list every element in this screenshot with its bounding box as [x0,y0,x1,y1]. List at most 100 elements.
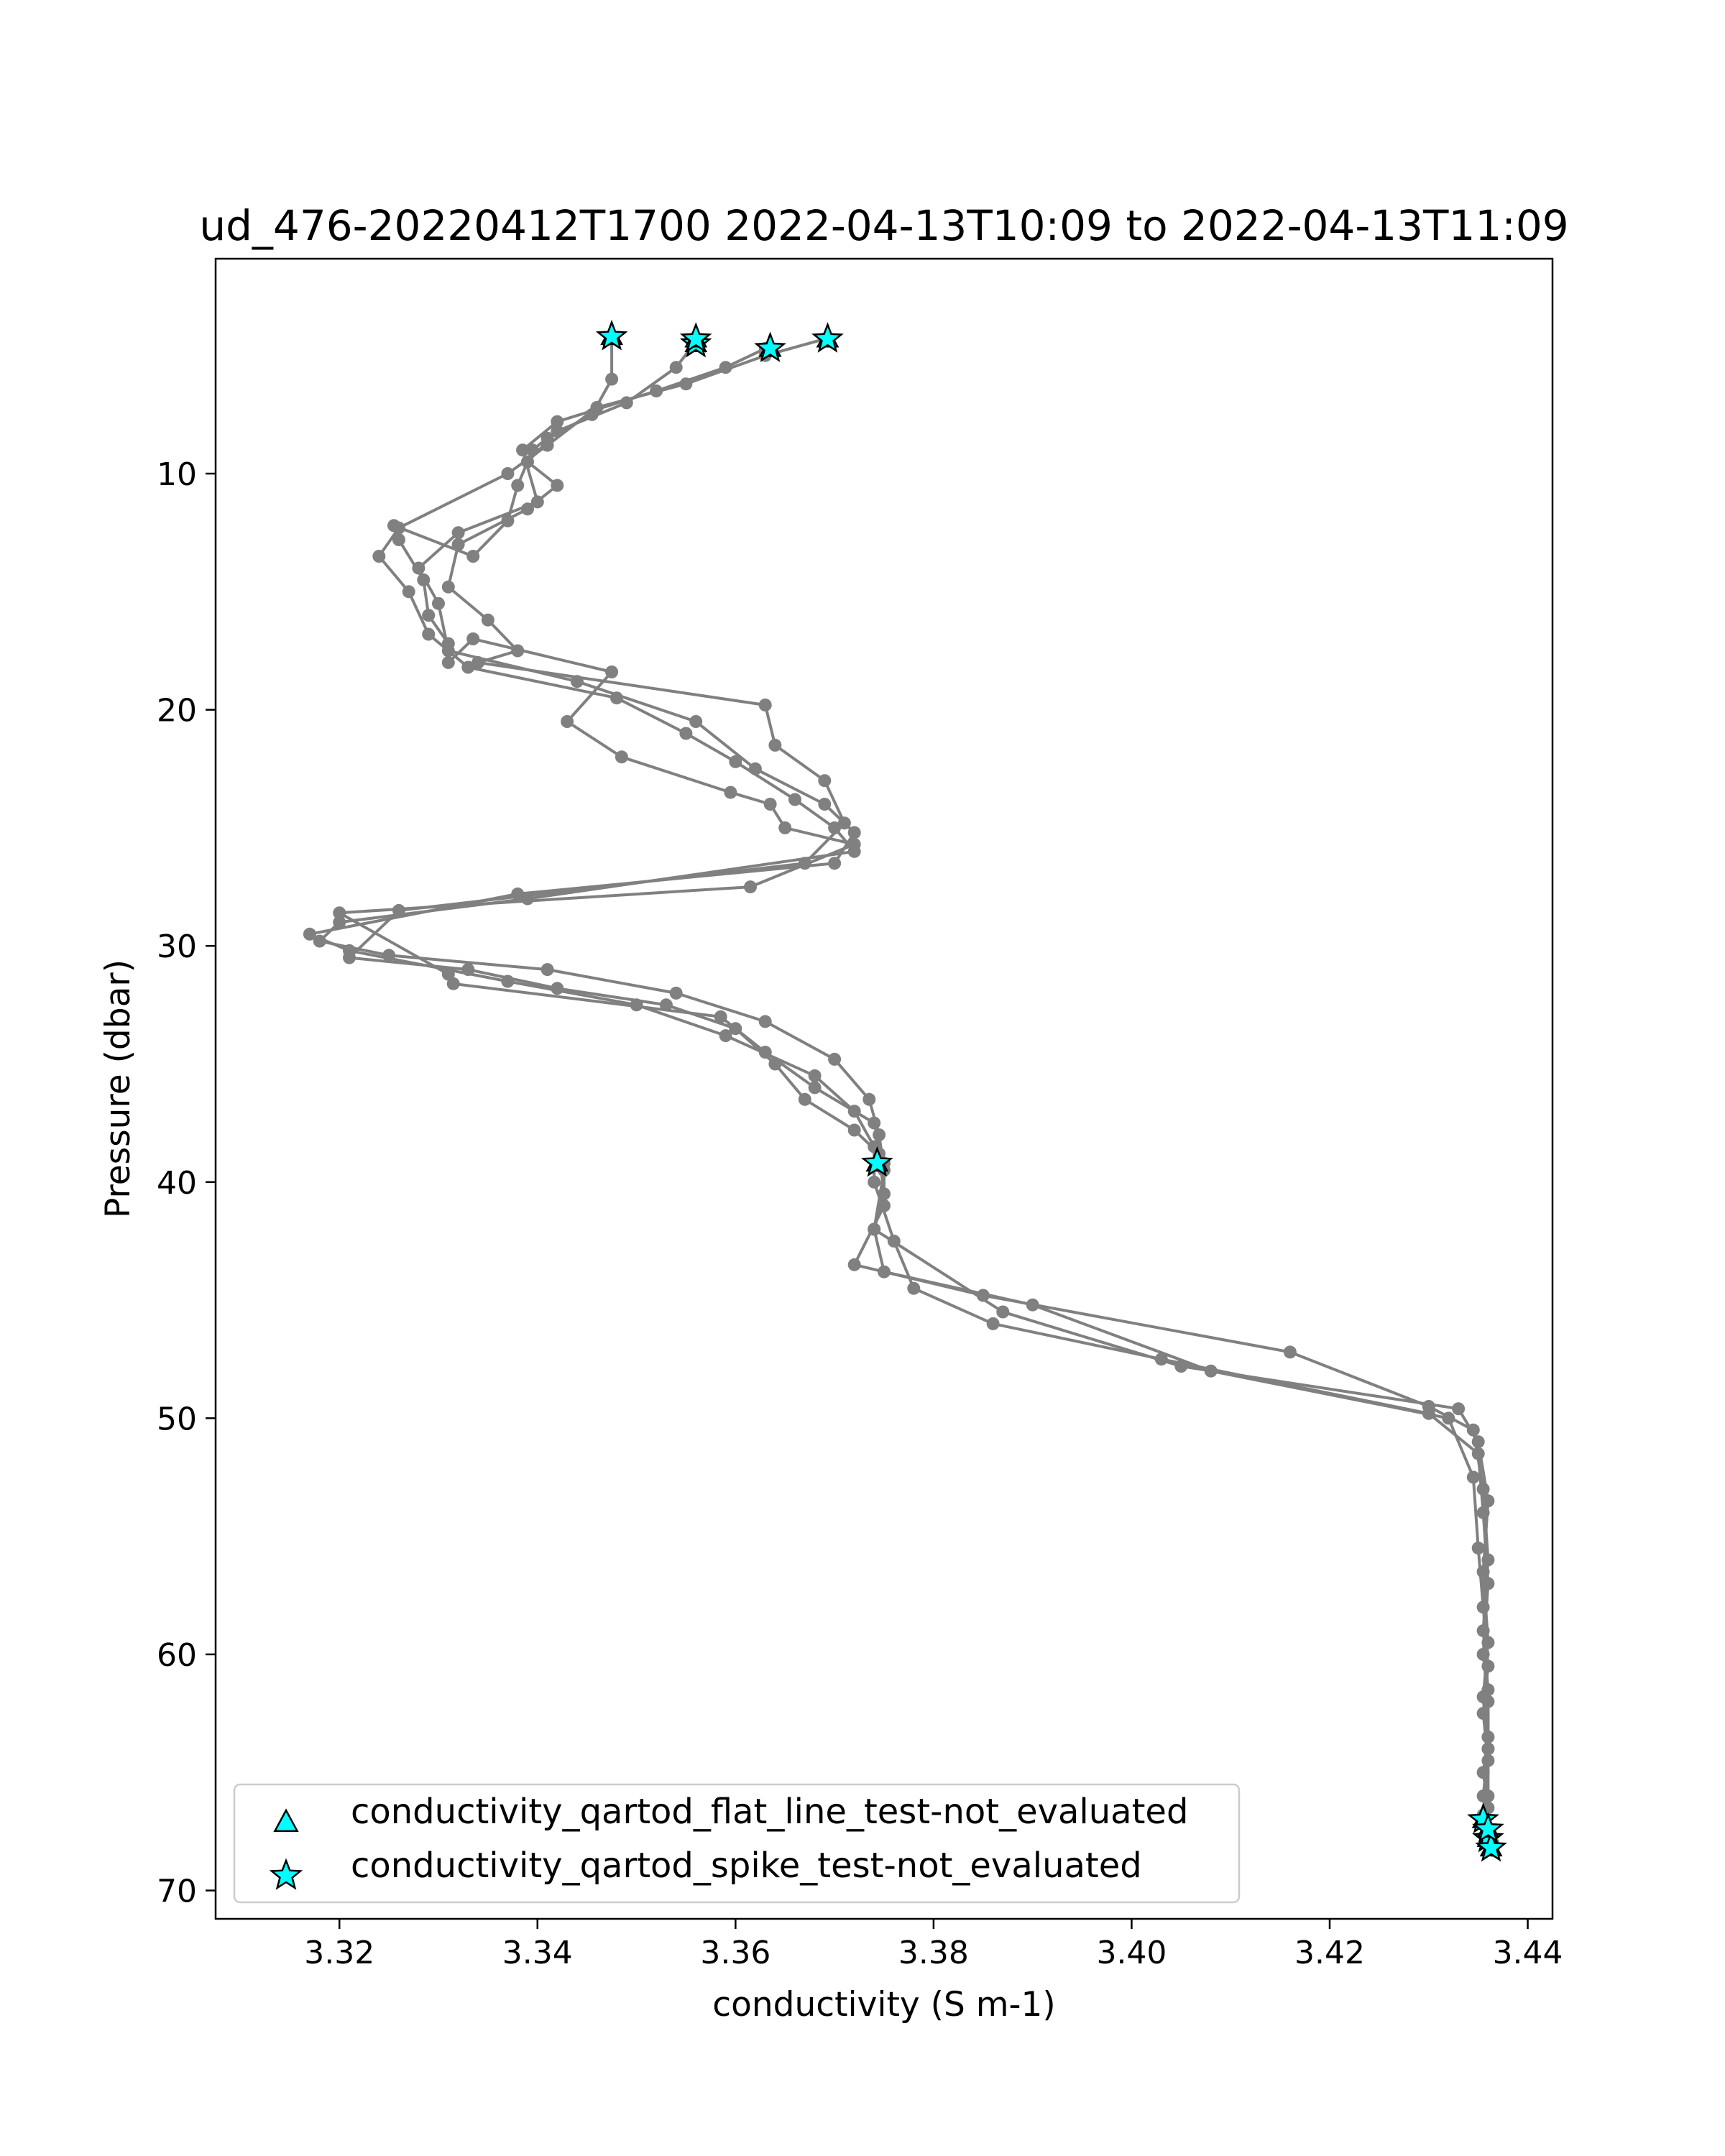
profile-point [996,1305,1010,1319]
y-tick-label: 70 [157,1874,197,1910]
profile-point [1452,1402,1466,1416]
profile-point [516,443,530,457]
y-tick-label: 20 [157,693,197,729]
spike-flag-marker [1472,1812,1504,1843]
profile-point [714,1010,727,1023]
profile-point [402,585,415,599]
profile-point [873,1128,886,1142]
profile-point [798,1092,811,1106]
profile-point [679,377,693,391]
profile-point [605,665,619,678]
y-tick-label: 30 [157,929,197,965]
profile-point [392,521,405,535]
spike-flag-marker [811,322,844,353]
x-axis: 3.32 3.34 3.36 3.38 3.40 3.42 3.44 [304,1919,1563,1971]
profile-point [758,1015,772,1028]
profile-point [768,738,782,752]
profile-point [551,479,564,492]
x-tick-label: 3.36 [700,1935,770,1971]
profile-point [1026,1298,1039,1312]
profile-point [466,550,480,563]
profile-point [451,538,465,551]
profile-point [986,1317,1000,1330]
plot-frame [214,257,1554,1920]
profile-point [763,798,777,811]
profile-point [808,1069,822,1082]
profile-point [441,580,455,594]
profile-point [466,632,480,645]
profile-point [847,844,861,858]
profile-point [689,715,703,728]
profile-point [551,415,564,428]
profile-point [847,1258,861,1271]
profile-point [788,793,801,806]
y-tick-label: 40 [157,1165,197,1202]
profile-point [758,699,772,711]
profile-point [719,1029,732,1043]
spike-flag-marker [679,322,712,353]
profile-point [561,715,574,728]
profile-point [862,1092,876,1106]
profile-point [303,927,316,941]
profile-point [659,998,673,1012]
profile-point [412,561,426,575]
profile-point [778,821,792,834]
profile-point [540,438,554,452]
plot-area [303,319,1507,1862]
spike-flag-marker [754,331,786,362]
profile-point [1442,1411,1455,1425]
legend-label-spike: conductivity_qartod_spike_test-not_evalu… [351,1846,1142,1886]
profile-point [610,691,623,705]
spike-flag-marker [595,319,628,351]
profile-point [1283,1345,1297,1359]
profile-point [446,977,460,990]
profile-point [422,609,436,622]
profile-point [729,1022,742,1036]
profile-point [1471,1542,1485,1555]
profile-point [847,1105,861,1118]
profile-point [461,660,475,674]
profile-line-2 [348,340,1495,1851]
profile-point [744,880,757,894]
profile-point [422,627,436,641]
profile-point [501,975,515,988]
profile-point [511,887,525,900]
profile-point [828,857,842,870]
profile-point [828,1052,842,1066]
profile-point [451,526,465,540]
profile-point [868,1175,881,1189]
profile-point [818,798,832,811]
profile-point [828,821,842,834]
profile-point [511,479,525,492]
profile-point [1174,1360,1188,1373]
spike-flag-marker [860,1146,893,1177]
spike-flag-marker [1475,1830,1507,1862]
profile-point [615,750,628,764]
profile-point [372,550,386,563]
profile-point [729,755,742,768]
profile-point [868,1222,881,1236]
profile-point [511,644,525,658]
profile-point [313,934,326,948]
profile-point [679,727,693,740]
y-tick-label: 60 [157,1637,197,1674]
profile-point [570,675,584,688]
x-tick-label: 3.34 [502,1935,573,1971]
y-tick-label: 10 [157,456,197,493]
profile-point [847,826,861,839]
profile-point [481,613,494,627]
profile-point [1481,1742,1495,1756]
profile-point [441,655,455,669]
profile-point [333,906,346,920]
profile-point [1466,1470,1480,1484]
profile-point [907,1281,921,1295]
profile-point [605,372,619,386]
x-axis-label: conductivity (S m-1) [712,1985,1055,2024]
profile-point [333,916,346,929]
profile-point [847,1123,861,1137]
profile-point [669,361,683,374]
profile-point [392,533,405,546]
profile-point [540,963,554,977]
